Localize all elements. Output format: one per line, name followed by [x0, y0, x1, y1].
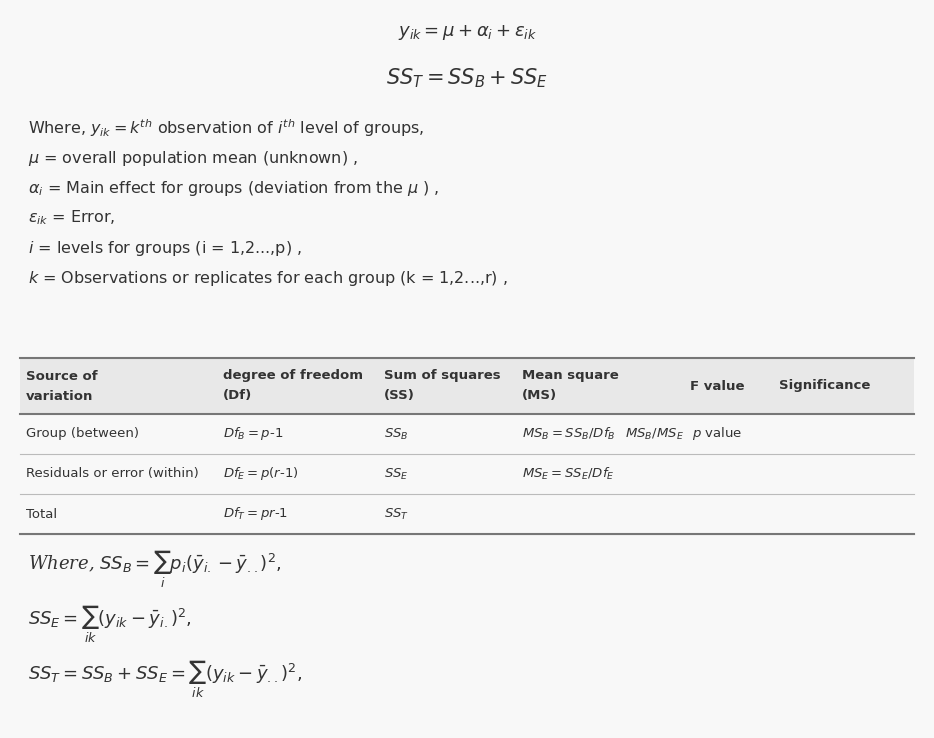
Text: $SS_T$: $SS_T$	[384, 506, 409, 522]
Text: $\mu$ = overall population mean (unknown) ,: $\mu$ = overall population mean (unknown…	[28, 148, 358, 168]
Text: $y_{ik} = \mu + \alpha_i + \epsilon_{ik}$: $y_{ik} = \mu + \alpha_i + \epsilon_{ik}…	[398, 22, 536, 41]
Text: Mean square: Mean square	[522, 370, 619, 382]
Text: variation: variation	[26, 390, 93, 402]
Text: $\alpha_i$ = Main effect for groups (deviation from the $\mu$ ) ,: $\alpha_i$ = Main effect for groups (dev…	[28, 179, 439, 198]
Text: (Df): (Df)	[222, 390, 252, 402]
Text: Total: Total	[26, 508, 57, 520]
Text: $MS_E = SS_E/Df_E$: $MS_E = SS_E/Df_E$	[522, 466, 615, 482]
Text: Residuals or error (within): Residuals or error (within)	[26, 467, 199, 480]
Text: $Df_T = pr\text{-}1$: $Df_T = pr\text{-}1$	[222, 506, 288, 523]
Text: $Df_B = p\text{-}1$: $Df_B = p\text{-}1$	[222, 426, 283, 443]
Text: Source of: Source of	[26, 370, 98, 382]
Text: Group (between): Group (between)	[26, 427, 139, 441]
Text: Where, $y_{ik} = k^{th}$ observation of $i^{th}$ level of groups,: Where, $y_{ik} = k^{th}$ observation of …	[28, 117, 424, 139]
Text: (MS): (MS)	[522, 390, 558, 402]
Text: $Df_E = p(r\text{-}1)$: $Df_E = p(r\text{-}1)$	[222, 466, 298, 483]
Text: $i$ = levels for groups (i = 1,2...,p) ,: $i$ = levels for groups (i = 1,2...,p) ,	[28, 238, 302, 258]
Text: Sum of squares: Sum of squares	[384, 370, 501, 382]
Bar	[20, 358, 914, 414]
Text: degree of freedom: degree of freedom	[222, 370, 362, 382]
Text: F value: F value	[690, 379, 744, 393]
Text: Where, $SS_B = \sum_i p_i(\bar{y}_{i.} - \bar{y}_{..})^2,$: Where, $SS_B = \sum_i p_i(\bar{y}_{i.} -…	[28, 548, 282, 590]
Text: $SS_E = \sum_{ik}(y_{ik} - \bar{y}_{i.})^2,$: $SS_E = \sum_{ik}(y_{ik} - \bar{y}_{i.})…	[28, 604, 191, 644]
Text: $SS_E$: $SS_E$	[384, 466, 408, 482]
Text: $p$ value: $p$ value	[692, 426, 743, 443]
Text: $SS_T = SS_B + SS_E$: $SS_T = SS_B + SS_E$	[386, 66, 548, 90]
Text: $MS_B = SS_B/Df_B\;\;\; MS_B/MS_E$: $MS_B = SS_B/Df_B\;\;\; MS_B/MS_E$	[522, 426, 684, 442]
Text: $\epsilon_{ik}$ = Error,: $\epsilon_{ik}$ = Error,	[28, 209, 116, 227]
Text: $k$ = Observations or replicates for each group (k = 1,2...,r) ,: $k$ = Observations or replicates for eac…	[28, 269, 508, 288]
Text: $SS_B$: $SS_B$	[384, 427, 408, 441]
Text: Significance: Significance	[780, 379, 870, 393]
Text: $SS_T = SS_B + SS_E = \sum_{ik}(y_{ik} - \bar{y}_{..})^2,$: $SS_T = SS_B + SS_E = \sum_{ik}(y_{ik} -…	[28, 658, 302, 700]
Text: (SS): (SS)	[384, 390, 415, 402]
